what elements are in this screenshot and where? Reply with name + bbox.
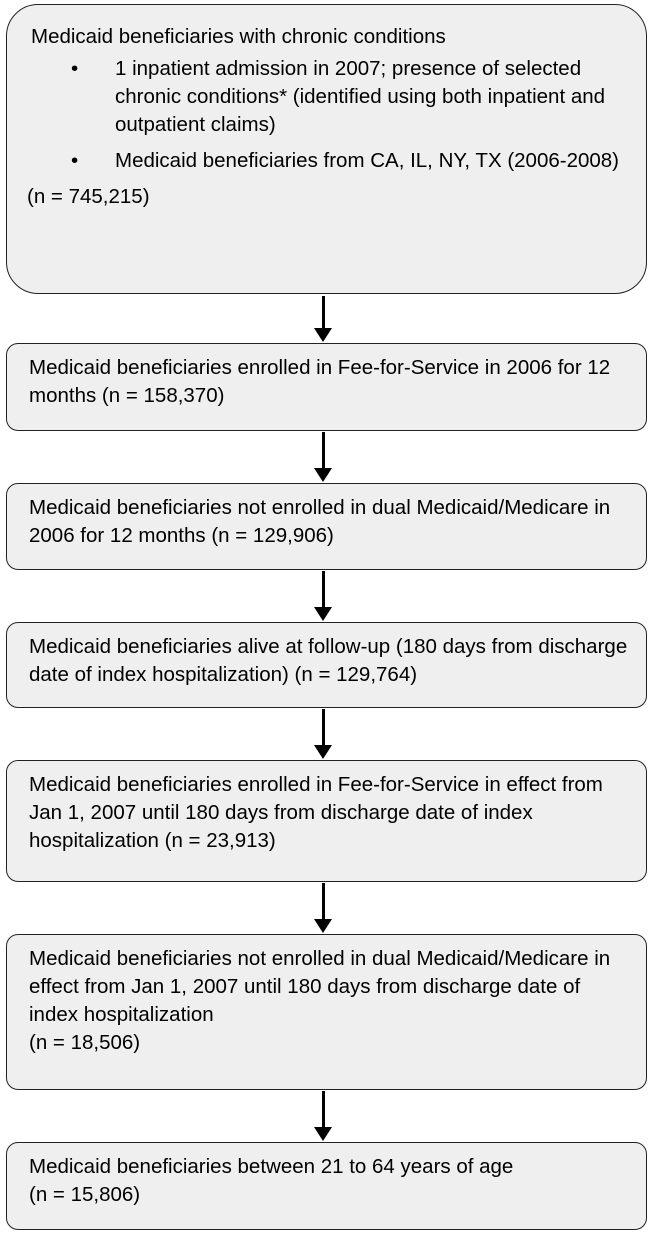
- flow-box-initial-cohort: Medicaid beneficiaries with chronic cond…: [6, 4, 647, 294]
- box-text: Medicaid beneficiaries enrolled in Fee-f…: [29, 773, 603, 852]
- box-text: Medicaid beneficiaries not enrolled in d…: [29, 947, 611, 1026]
- down-arrow-icon: [314, 296, 332, 342]
- flow-box-not-dual-2007: Medicaid beneficiaries not enrolled in d…: [6, 934, 647, 1090]
- flow-box-ffs-2006: Medicaid beneficiaries enrolled in Fee-f…: [6, 343, 647, 431]
- flow-box-age-21-64: Medicaid beneficiaries between 21 to 64 …: [6, 1142, 647, 1230]
- criteria-item: • 1 inpatient admission in 2007; presenc…: [71, 55, 630, 139]
- criteria-text: Medicaid beneficiaries from CA, IL, NY, …: [115, 149, 620, 172]
- criteria-text: 1 inpatient admission in 2007; presence …: [115, 57, 606, 136]
- down-arrow-icon: [314, 709, 332, 759]
- box-count: (n = 15,806): [29, 1183, 141, 1206]
- down-arrow-icon: [314, 1091, 332, 1141]
- down-arrow-icon: [314, 432, 332, 482]
- box-text: Medicaid beneficiaries enrolled in Fee-f…: [29, 356, 611, 407]
- flow-box-not-dual-2006: Medicaid beneficiaries not enrolled in d…: [6, 483, 647, 570]
- box-count: (n = 18,506): [29, 1031, 141, 1054]
- criteria-item: • Medicaid beneficiaries from CA, IL, NY…: [71, 147, 630, 175]
- down-arrow-icon: [314, 883, 332, 933]
- flow-box-alive-followup: Medicaid beneficiaries alive at follow-u…: [6, 622, 647, 708]
- down-arrow-icon: [314, 571, 332, 621]
- criteria-list: • 1 inpatient admission in 2007; presenc…: [31, 55, 630, 175]
- cohort-count: (n = 745,215): [27, 185, 150, 208]
- box-text: Medicaid beneficiaries alive at follow-u…: [29, 635, 628, 686]
- box-text: Medicaid beneficiaries not enrolled in d…: [29, 496, 611, 547]
- cohort-heading: Medicaid beneficiaries with chronic cond…: [31, 25, 446, 48]
- bullet-icon: •: [71, 57, 79, 80]
- box-text: Medicaid beneficiaries between 21 to 64 …: [29, 1155, 514, 1178]
- flow-box-ffs-2007: Medicaid beneficiaries enrolled in Fee-f…: [6, 760, 647, 882]
- bullet-icon: •: [71, 149, 79, 172]
